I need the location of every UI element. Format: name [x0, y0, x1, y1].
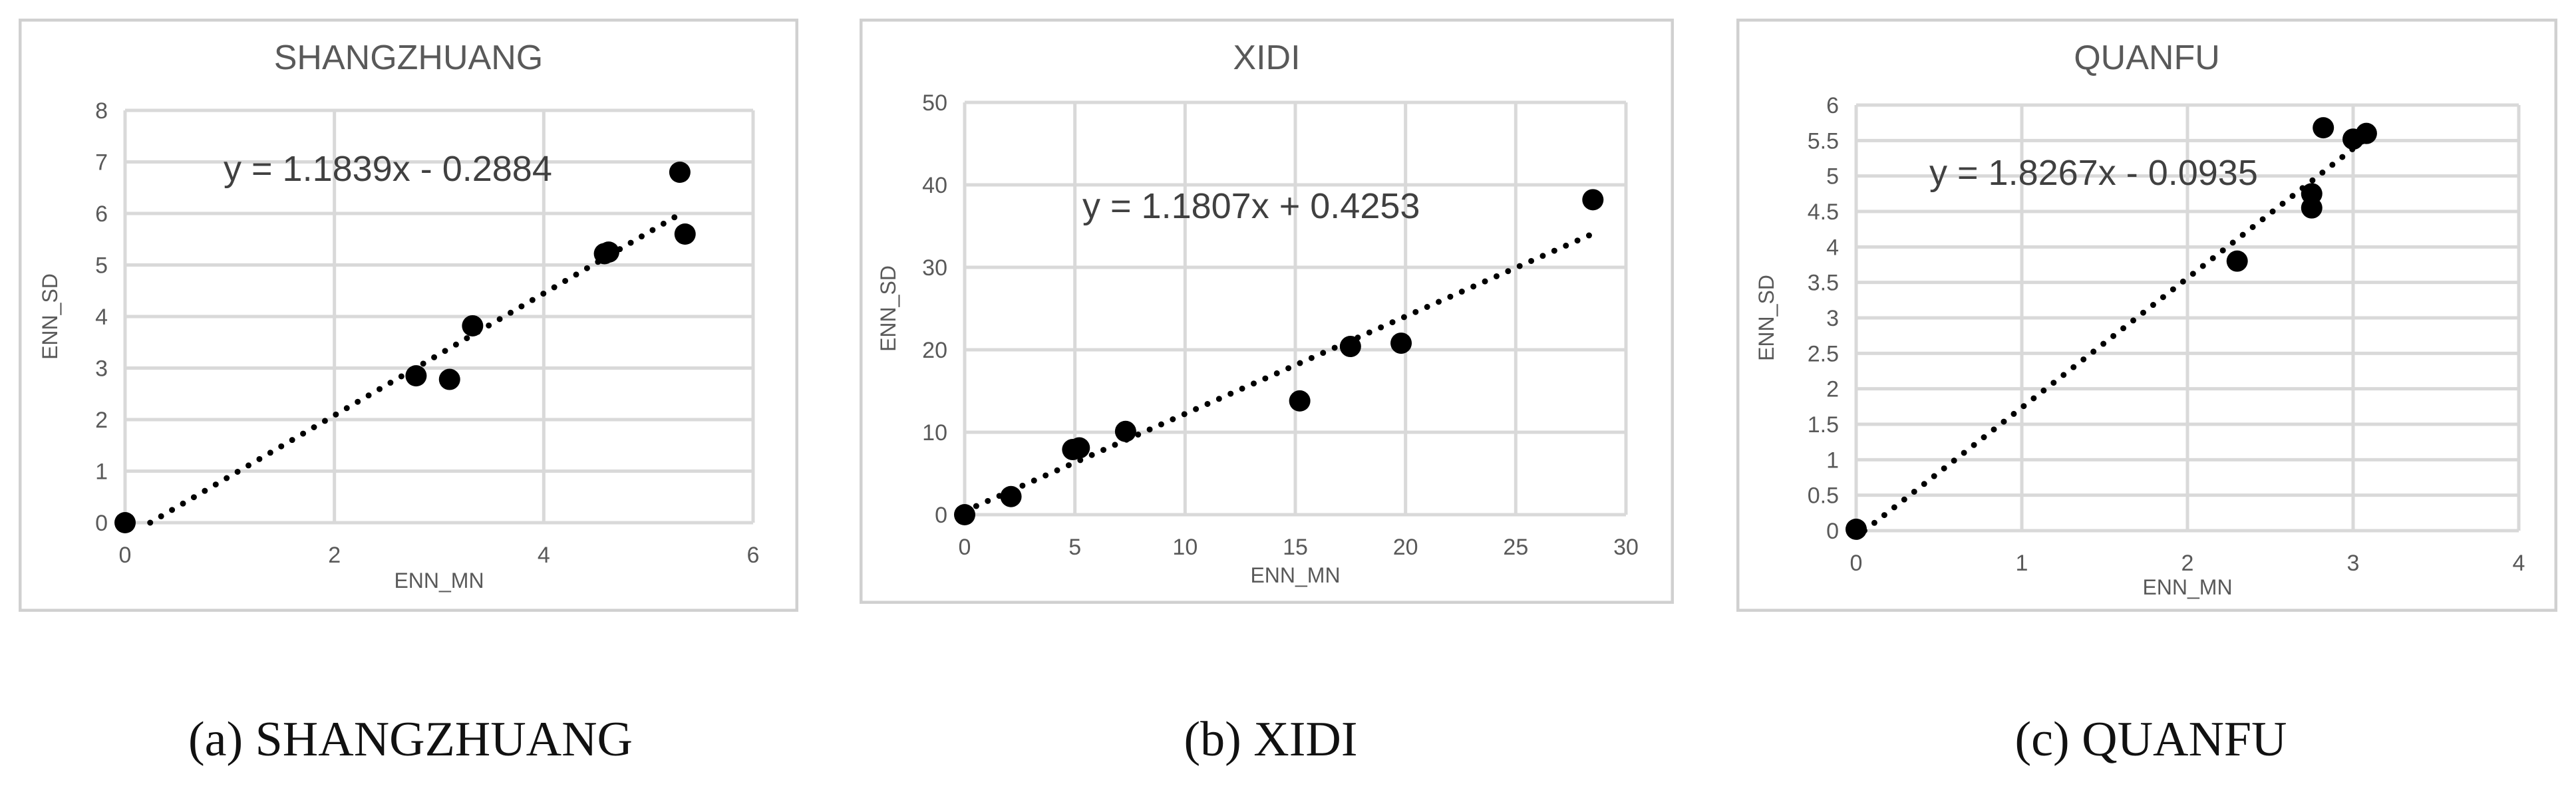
data-point	[1289, 390, 1311, 412]
y-tick-label: 40	[922, 173, 947, 198]
x-tick-label: 2	[2181, 551, 2194, 576]
data-point	[1390, 332, 1412, 354]
trendline	[1861, 135, 2370, 534]
data-point	[1846, 518, 1867, 540]
x-tick-label: 3	[2347, 551, 2360, 576]
y-tick-label: 20	[922, 338, 947, 363]
data-point	[954, 504, 975, 525]
x-axis-label: ENN_MN	[2142, 575, 2232, 599]
data-point	[597, 241, 619, 263]
data-point	[1339, 336, 1361, 358]
chart-panel-shangzhuang: SHANGZHUANG 0 1 2 3 4 5 6 7 8 0 2 4 6 ENN_MN ENN_SD y = …	[19, 19, 798, 612]
chart-title: QUANFU	[2074, 39, 2220, 77]
data-point	[2226, 250, 2248, 272]
y-tick-label: 1	[95, 460, 108, 485]
y-tick-label: 50	[922, 90, 947, 116]
y-tick-label: 3	[1826, 306, 1839, 331]
y-axis-label: ENN_SD	[38, 273, 62, 360]
y-tick-label: 6	[1826, 93, 1839, 118]
data-point	[1114, 420, 1136, 442]
caption-xidi: (b) XIDI	[1184, 712, 1358, 767]
data-point	[669, 162, 691, 183]
chart-quanfu: QUANFU 0 0.5 1 1.5 2 2.5 3 3.5 4 4.5 5 5.5 6 0 1 2 3 4 ENN_…	[1736, 19, 2557, 612]
chart-panel-quanfu: QUANFU 0 0.5 1 1.5 2 2.5 3 3.5 4 4.5 5 5.5 6 0 1 2 3 4 ENN_…	[1736, 19, 2557, 612]
y-tick-label: 4.5	[1808, 199, 1839, 225]
x-tick-label: 10	[1172, 535, 1198, 560]
y-tick-label: 3	[95, 356, 108, 382]
x-tick-label: 5	[1068, 535, 1081, 560]
y-tick-label: 6	[95, 201, 108, 227]
x-tick-label: 1	[2016, 551, 2028, 576]
x-tick-label: 20	[1393, 535, 1418, 560]
y-tick-label: 0.5	[1808, 483, 1839, 509]
y-axis-label: ENN_SD	[876, 265, 900, 352]
trendline-equation: y = 1.8267x - 0.0935	[1929, 153, 2258, 193]
y-tick-label: 5	[95, 253, 108, 279]
trendline-equation: y = 1.1807x + 0.4253	[1082, 186, 1420, 226]
y-tick-label: 2.5	[1808, 341, 1839, 366]
y-tick-label: 30	[922, 255, 947, 281]
y-tick-label: 10	[922, 420, 947, 446]
y-tick-label: 8	[95, 98, 108, 124]
x-axis-label: ENN_MN	[1250, 563, 1340, 587]
data-point	[114, 512, 136, 533]
x-tick-label: 30	[1613, 535, 1639, 560]
chart-title: SHANGZHUANG	[274, 39, 543, 77]
x-tick-label: 6	[747, 543, 760, 568]
chart-panel-xidi: XIDI 0 10 20 30 40 50 0 5 10 15 20 25 30 ENN_MN ENN_SD y…	[860, 19, 1674, 604]
data-point	[1068, 437, 1090, 459]
x-tick-label: 2	[328, 543, 341, 568]
data-point	[405, 365, 427, 387]
y-tick-label: 4	[1826, 235, 1839, 260]
y-tick-label: 5	[1826, 164, 1839, 190]
data-point	[462, 315, 484, 336]
y-tick-label: 0	[935, 503, 947, 528]
chart-shangzhuang: SHANGZHUANG 0 1 2 3 4 5 6 7 8 0 2 4 6 ENN_MN ENN_SD y = …	[19, 19, 798, 612]
data-point	[1582, 189, 1604, 211]
y-tick-label: 0	[95, 511, 108, 536]
x-tick-label: 4	[2513, 551, 2525, 576]
x-tick-label: 4	[538, 543, 550, 568]
data-point	[438, 368, 460, 390]
y-tick-label: 2	[1826, 377, 1839, 402]
y-tick-label: 1	[1826, 448, 1839, 473]
y-tick-label: 1.5	[1808, 412, 1839, 438]
chart-title: XIDI	[1233, 39, 1300, 77]
y-tick-label: 2	[95, 408, 108, 433]
y-tick-label: 3.5	[1808, 271, 1839, 296]
chart-border	[1736, 19, 2557, 612]
y-axis-label: ENN_SD	[1754, 275, 1778, 361]
x-tick-label: 25	[1503, 535, 1528, 560]
caption-shangzhuang: (a) SHANGZHUANG	[188, 712, 633, 767]
y-tick-label: 5.5	[1808, 128, 1839, 154]
data-point	[674, 223, 696, 245]
chart-xidi: XIDI 0 10 20 30 40 50 0 5 10 15 20 25 30 ENN_MN ENN_SD y…	[860, 19, 1674, 604]
y-tick-label: 7	[95, 150, 108, 176]
data-point	[2313, 117, 2334, 139]
x-tick-label: 0	[1850, 551, 1863, 576]
trendline-equation: y = 1.1839x - 0.2884	[224, 149, 552, 189]
y-tick-label: 4	[95, 305, 108, 330]
data-point	[2301, 183, 2323, 205]
y-tick-label: 0	[1826, 519, 1839, 544]
data-point	[2355, 122, 2377, 144]
data-point	[1000, 485, 1022, 507]
caption-quanfu: (c) QUANFU	[2014, 712, 2287, 767]
trendline	[147, 207, 689, 526]
x-tick-label: 15	[1283, 535, 1308, 560]
chart-border	[860, 19, 1674, 604]
x-axis-label: ENN_MN	[394, 569, 484, 592]
x-tick-label: 0	[959, 535, 971, 560]
trendline	[961, 230, 1596, 515]
x-tick-label: 0	[119, 543, 132, 568]
